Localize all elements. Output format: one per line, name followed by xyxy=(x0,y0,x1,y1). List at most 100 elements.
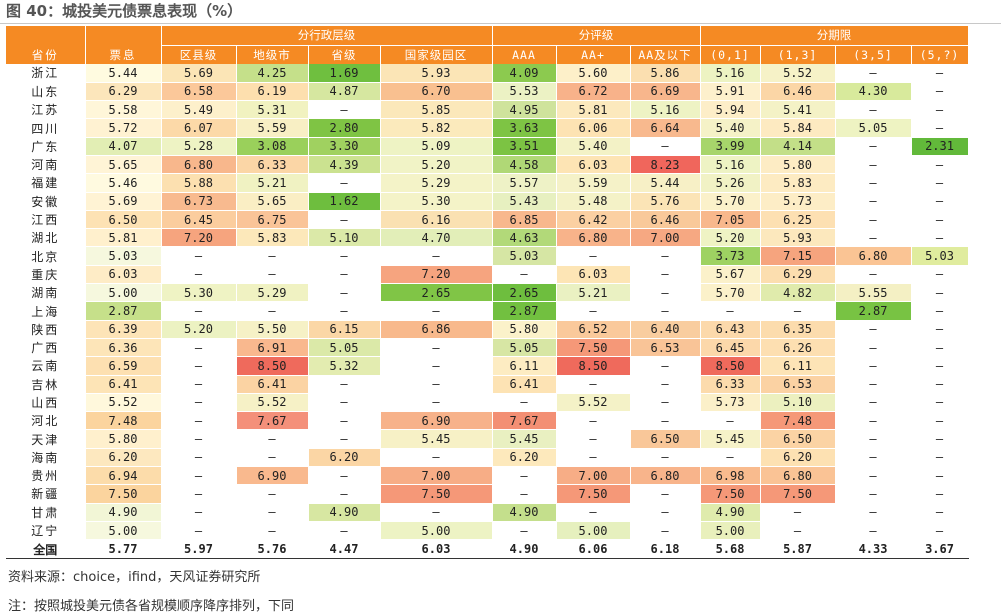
value-cell: – xyxy=(911,301,969,321)
value-cell: – xyxy=(236,521,309,541)
value-cell: 5.76 xyxy=(630,192,701,211)
column-header: AA及以下 xyxy=(630,45,701,64)
value-cell: 4.90 xyxy=(700,503,761,522)
value-cell: – xyxy=(630,246,701,266)
value-cell: – xyxy=(835,137,912,156)
value-cell: – xyxy=(835,503,912,522)
value-cell: 7.50 xyxy=(700,484,761,504)
value-cell: 6.90 xyxy=(380,411,493,431)
province-cell: 湖北 xyxy=(6,228,86,248)
group-header-term: 分期限 xyxy=(700,26,969,46)
value-cell: 7.05 xyxy=(700,210,761,230)
value-cell: – xyxy=(308,301,381,321)
value-cell: – xyxy=(911,173,969,193)
value-cell: 6.25 xyxy=(760,210,836,230)
value-cell: 6.53 xyxy=(760,375,836,394)
value-cell: – xyxy=(835,521,912,541)
value-cell: 5.45 xyxy=(700,429,761,449)
value-cell: 5.20 xyxy=(700,228,761,248)
value-cell: 5.16 xyxy=(700,155,761,175)
table-row: 四川 5.72 6.07 5.59 2.80 5.82 3.63 6.06 6.64 5.40 5.… xyxy=(6,118,969,138)
value-cell: – xyxy=(161,393,237,413)
value-cell: 5.45 xyxy=(492,429,557,449)
value-cell: 5.16 xyxy=(700,64,761,83)
value-cell: – xyxy=(630,448,701,468)
value-cell: 6.45 xyxy=(161,210,237,230)
value-cell: – xyxy=(236,503,309,522)
value-cell: 5.29 xyxy=(236,283,309,303)
value-cell: – xyxy=(380,375,493,394)
value-cell: 5.52 xyxy=(556,393,631,413)
value-cell: 7.48 xyxy=(760,411,836,431)
value-cell: 4.82 xyxy=(760,283,836,303)
value-cell: 5.21 xyxy=(236,173,309,193)
table-row: 江苏 5.58 5.49 5.31–5.85 4.95 5.81 5.16 5.94 5.41–… xyxy=(6,100,969,120)
value-cell: 5.43 xyxy=(492,192,557,211)
value-cell: 5.53 xyxy=(492,82,557,102)
value-cell: 6.85 xyxy=(492,210,557,230)
value-cell: 7.20 xyxy=(161,228,237,248)
table-row: 重庆 6.03– – –7.20–6.03–5.67 6.29– – xyxy=(6,265,969,285)
value-cell: 3.30 xyxy=(308,137,381,156)
header-column-row: 省份 票息 区县级 地级市 省级 国家级园区 AAA AA+ AA及以下 (0,… xyxy=(6,45,969,64)
table-row: 陕西 6.39 5.20 5.50 6.15 6.86 5.80 6.52 6.40 6.43 6.… xyxy=(6,320,969,339)
source-note: 资料来源：choice，ifind，天风证券研究所 xyxy=(8,570,261,585)
value-cell: – xyxy=(556,429,631,449)
value-cell: – xyxy=(492,521,557,541)
value-cell: – xyxy=(911,338,969,358)
value-cell: – xyxy=(630,521,701,541)
value-cell: 8.23 xyxy=(630,155,701,175)
value-cell: – xyxy=(161,356,237,376)
province-cell: 海南 xyxy=(6,448,86,468)
value-cell: – xyxy=(492,484,557,504)
value-cell: 5.80 xyxy=(760,155,836,175)
value-cell: 7.50 xyxy=(85,484,162,504)
value-cell: 2.65 xyxy=(492,283,557,303)
value-cell: 5.40 xyxy=(700,118,761,138)
table-row: 广西 6.36–6.91 5.05–5.05 7.50 6.53 6.45 6.26– – xyxy=(6,338,969,358)
value-cell: 6.46 xyxy=(760,82,836,102)
value-cell: 5.00 xyxy=(380,521,493,541)
value-cell: 5.45 xyxy=(380,429,493,449)
value-cell: – xyxy=(630,411,701,431)
column-header: 省级 xyxy=(308,45,381,64)
value-cell: 4.39 xyxy=(308,155,381,175)
value-cell: – xyxy=(911,228,969,248)
province-cell: 天津 xyxy=(6,429,86,449)
value-cell: 4.58 xyxy=(492,155,557,175)
value-cell: – xyxy=(700,411,761,431)
value-cell: – xyxy=(492,393,557,413)
table-row: 河北 7.48–7.67–6.90 7.67– – –7.48– – xyxy=(6,411,969,431)
value-cell: 5.31 xyxy=(236,100,309,120)
value-cell: – xyxy=(236,301,309,321)
value-cell: 5.46 xyxy=(85,173,162,193)
footnote: 注：按照城投美元债各省规模顺序降序排列，下同 xyxy=(8,599,295,614)
column-header: (0,1] xyxy=(700,45,761,64)
table-row: 吉林 6.41–6.41– –6.41– –6.33 6.53– – xyxy=(6,375,969,394)
value-cell: 6.03 xyxy=(556,265,631,285)
value-cell: – xyxy=(835,228,912,248)
province-cell: 广西 xyxy=(6,338,86,358)
value-cell: 6.36 xyxy=(85,338,162,358)
value-cell: 4.90 xyxy=(492,503,557,522)
value-cell: 5.93 xyxy=(760,228,836,248)
value-cell: 5.40 xyxy=(556,137,631,156)
province-cell: 甘肃 xyxy=(6,503,86,522)
value-cell: – xyxy=(308,210,381,230)
value-cell: 7.20 xyxy=(380,265,493,285)
value-cell: 6.29 xyxy=(85,82,162,102)
province-cell: 新疆 xyxy=(6,484,86,504)
value-cell: 5.57 xyxy=(492,173,557,193)
value-cell: 3.51 xyxy=(492,137,557,156)
table-row: 云南 6.59–8.50 5.32–6.11 8.50–8.50 6.11– – xyxy=(6,356,969,376)
value-cell: – xyxy=(835,466,912,486)
value-cell: 6.07 xyxy=(161,118,237,138)
value-cell: 6.91 xyxy=(236,338,309,358)
value-cell: – xyxy=(556,411,631,431)
value-cell: – xyxy=(760,503,836,522)
value-cell: 6.73 xyxy=(161,192,237,211)
value-cell: – xyxy=(911,100,969,120)
table-row: 广东 4.07 5.28 3.08 3.30 5.09 3.51 5.40–3.99 4.14–… xyxy=(6,137,969,156)
total-label: 全国 xyxy=(6,539,86,560)
value-cell: – xyxy=(911,393,969,413)
